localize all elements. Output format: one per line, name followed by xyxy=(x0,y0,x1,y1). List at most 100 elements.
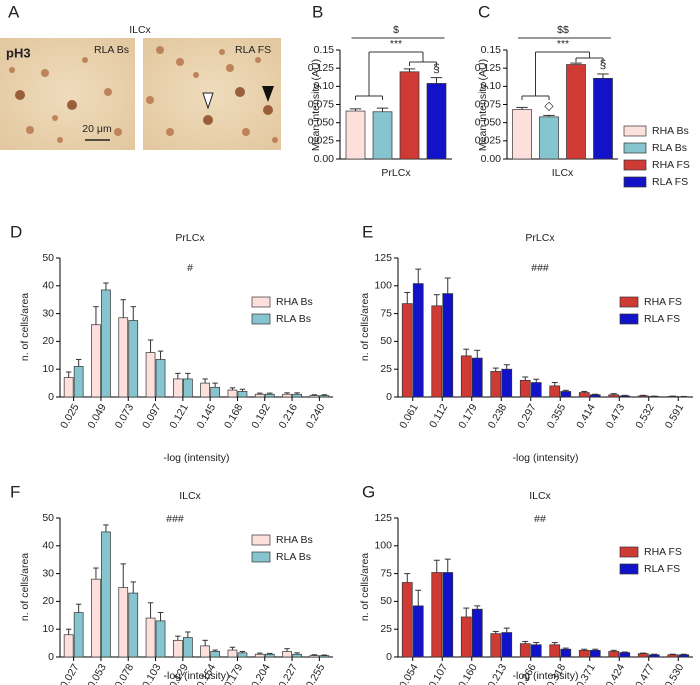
bar xyxy=(237,391,248,398)
legend-label: RHA Bs xyxy=(276,534,313,546)
bar xyxy=(282,393,292,398)
bar xyxy=(399,71,420,160)
legend-label: RLA Bs xyxy=(276,313,311,325)
bar xyxy=(173,378,183,398)
y-tick-label: 10 xyxy=(42,363,54,375)
bar xyxy=(530,644,542,658)
bar xyxy=(101,289,111,398)
y-tick-label: 75 xyxy=(380,307,392,319)
bar xyxy=(619,395,631,398)
y-tick-label: 0.00 xyxy=(314,153,335,165)
y-tick-label: 0.00 xyxy=(481,153,502,165)
nucleus xyxy=(263,105,273,115)
bar xyxy=(442,293,454,398)
panel-letter: F xyxy=(10,482,20,501)
nucleus xyxy=(146,96,154,104)
bar xyxy=(530,382,542,398)
legend-swatch xyxy=(623,159,647,171)
chart: F ILCx n. of cells/area -log (intensity) 0 10… xyxy=(10,482,333,685)
panel-letter: E xyxy=(362,222,373,241)
y-tick-label: 75 xyxy=(380,567,392,579)
annotation: ## xyxy=(534,513,546,525)
x-tick-label: 0.073 xyxy=(113,402,137,431)
bar xyxy=(292,653,302,658)
annotation: ◇ xyxy=(544,99,554,113)
y-tick-label: 0.025 xyxy=(475,135,501,147)
x-tick-label: 0.591 xyxy=(663,402,687,431)
bar xyxy=(608,394,620,398)
y-tick-label: 0.050 xyxy=(475,116,501,128)
x-tick-label: 0.414 xyxy=(574,402,598,431)
bar xyxy=(73,612,84,658)
bar xyxy=(512,109,532,160)
annotation: *** xyxy=(390,38,402,50)
x-tick-label: 0.240 xyxy=(304,402,328,431)
y-tick-label: 30 xyxy=(42,307,54,319)
panel-letter: C xyxy=(478,2,490,21)
bar xyxy=(63,377,74,398)
bar xyxy=(145,617,156,658)
x-tick-label: 0.477 xyxy=(633,662,657,685)
bar xyxy=(490,633,502,658)
annotation: # xyxy=(187,262,193,274)
chart-title: PrLCx xyxy=(175,232,205,244)
legend-label: RHA FS xyxy=(644,546,682,558)
chart: D PrLCx n. of cells/area -log (intensity) 0 1… xyxy=(10,222,333,464)
bar xyxy=(227,649,238,658)
bar xyxy=(200,645,210,658)
bar xyxy=(401,303,413,398)
nucleus xyxy=(242,128,250,136)
bar xyxy=(426,83,447,160)
bar xyxy=(412,283,424,398)
panel-title: ILCx xyxy=(129,24,151,36)
legend-swatch xyxy=(619,563,639,575)
x-axis-label: -log (intensity) xyxy=(164,670,230,682)
legend-swatch xyxy=(251,551,271,563)
x-tick-label: 0.053 xyxy=(85,662,109,685)
bar xyxy=(345,110,366,160)
image-label: RLA FS xyxy=(235,44,271,56)
bar xyxy=(319,395,330,398)
x-tick-label: 0.061 xyxy=(397,402,421,431)
y-tick-label: 0.075 xyxy=(475,98,501,110)
bar xyxy=(648,654,660,658)
bar xyxy=(401,582,413,658)
nucleus xyxy=(114,128,122,136)
bar xyxy=(519,379,531,398)
bar xyxy=(593,77,613,160)
scale-label: 20 μm xyxy=(82,123,112,135)
bar xyxy=(539,116,559,160)
y-tick-label: 40 xyxy=(42,540,54,552)
legend-swatch xyxy=(619,546,639,558)
bar xyxy=(200,382,210,398)
y-tick-label: 50 xyxy=(42,512,54,524)
legend-label: RHA FS xyxy=(644,296,682,308)
legend-label: RLA FS xyxy=(644,563,680,575)
y-tick-label: 0 xyxy=(386,651,392,663)
y-tick-label: 100 xyxy=(374,540,392,552)
x-tick-label: 0.355 xyxy=(545,402,569,431)
nucleus xyxy=(272,137,278,143)
x-tick-label: 0.473 xyxy=(604,402,628,431)
y-tick-label: 0.10 xyxy=(314,80,335,92)
y-tick-label: 30 xyxy=(42,567,54,579)
x-tick-label: 0.532 xyxy=(633,402,657,431)
x-tick-label: 0.424 xyxy=(604,662,628,685)
bar xyxy=(519,643,531,658)
x-tick-label: 0.112 xyxy=(427,402,450,430)
annotation: § xyxy=(433,61,440,75)
legend-label: RLA Bs xyxy=(276,551,311,563)
nucleus xyxy=(255,57,261,63)
x-tick-label: 0.204 xyxy=(249,662,273,685)
nucleus xyxy=(104,88,112,96)
annotation: § xyxy=(600,57,607,71)
bar xyxy=(560,391,572,398)
bar xyxy=(372,111,393,160)
legend-swatch xyxy=(619,313,639,325)
arrowhead xyxy=(202,92,214,110)
x-tick-label: 0.145 xyxy=(195,402,219,431)
y-axis-label: Mean intensity (AU) xyxy=(477,59,489,151)
x-tick-label: 0.297 xyxy=(515,402,539,431)
bar xyxy=(155,359,166,398)
panel-letter: D xyxy=(10,222,22,241)
